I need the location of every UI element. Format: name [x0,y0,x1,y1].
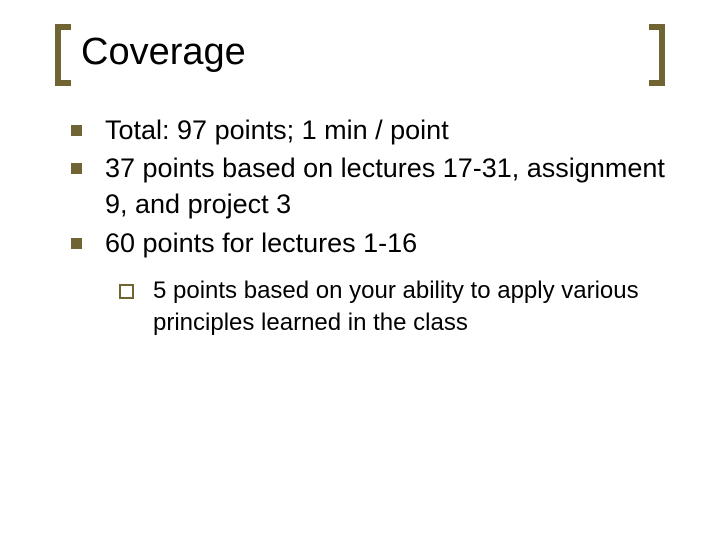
bullet-text: Total: 97 points; 1 min / point [105,115,449,145]
bullet-list: Total: 97 points; 1 min / point 37 point… [55,112,665,338]
bullet-item: 60 points for lectures 1-16 5 points bas… [61,225,665,338]
sub-bullet-list: 5 points based on your ability to apply … [105,275,665,337]
slide-title: Coverage [55,30,665,76]
bullet-text: 37 points based on lectures 17-31, assig… [105,153,665,219]
sub-bullet-text: 5 points based on your ability to apply … [153,277,639,335]
slide: Coverage Total: 97 points; 1 min / point… [0,0,720,540]
bullet-item: Total: 97 points; 1 min / point [61,112,665,148]
bracket-right-icon [649,24,665,86]
title-area: Coverage [55,30,665,76]
bracket-left-icon [55,24,71,86]
bullet-text: 60 points for lectures 1-16 [105,228,417,258]
bullet-item: 37 points based on lectures 17-31, assig… [61,150,665,223]
sub-bullet-item: 5 points based on your ability to apply … [105,275,665,337]
